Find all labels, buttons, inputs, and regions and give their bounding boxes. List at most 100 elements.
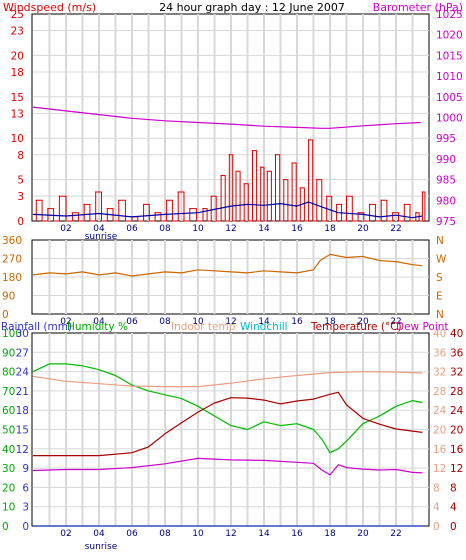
temperature-line: [33, 391, 423, 457]
humidity-tick-label: 50: [2, 425, 15, 437]
windspeed-point: [154, 212, 156, 214]
direction-tick-label: 0: [2, 309, 9, 321]
x-tick-label: 10: [192, 529, 204, 539]
windspeed-point: [166, 199, 168, 201]
x-tick-label: 20: [357, 224, 369, 234]
barometer-tick-label: 1025: [436, 9, 463, 21]
indoor-temp-tick-label: 12: [433, 463, 446, 475]
x-tick-label: 02: [60, 224, 71, 234]
x-tick-label: 02: [60, 529, 71, 539]
barometer-axis-title: Barometer (hPa): [373, 1, 463, 14]
windspeed-point: [421, 191, 423, 193]
x-tick-label: 14: [258, 529, 270, 539]
legend-humidity: Humidity %: [67, 321, 128, 333]
compass-tick-label: S: [436, 272, 443, 284]
windspeed-point: [235, 170, 237, 172]
windspeed-point: [415, 212, 417, 214]
x-tick-label: 22: [390, 317, 401, 327]
windspeed-point: [220, 174, 222, 177]
windspeed-point: [357, 212, 359, 214]
windspeed-point: [266, 170, 268, 172]
x-tick-label: 22: [390, 529, 401, 539]
dewpoint-line: [32, 457, 423, 476]
windspeed-point: [251, 150, 254, 152]
temperature-tick-label: 8: [450, 482, 457, 494]
humidity-tick-label: 0: [2, 521, 9, 533]
windspeed-point: [403, 203, 405, 206]
barometer-tick-label: 1010: [436, 71, 463, 83]
x-tick-label: 08: [159, 224, 171, 234]
direction-tick-label: 270: [2, 254, 22, 266]
legend-temperature: Temperature (°C): [310, 321, 402, 333]
temperature-tick-label: 0: [450, 521, 457, 533]
x-tick-label: 04: [93, 224, 105, 234]
windspeed-point: [210, 195, 212, 197]
temperature-tick-label: 20: [450, 425, 463, 437]
humidity-line: [32, 363, 423, 454]
temperature-tick-label: 4: [450, 502, 457, 514]
barometer-line: [32, 106, 421, 129]
windspeed-point: [260, 166, 262, 168]
windspeed-point: [202, 207, 204, 210]
indoor-temp-tick-label: 24: [433, 405, 447, 417]
indoor-temp-tick-label: 36: [433, 347, 447, 359]
windspeed-point: [72, 212, 74, 214]
rainfall-tick-label: 24: [16, 367, 30, 379]
x-tick-label: 06: [126, 529, 138, 539]
x-tick-label: 14: [258, 317, 270, 327]
rainfall-tick-label: 6: [22, 482, 29, 494]
humidity-tick-label: 30: [2, 463, 15, 475]
x-tick-label: 10: [192, 224, 204, 234]
x-tick-label: 18: [324, 317, 336, 327]
windspeed-tick-label: 23: [11, 26, 24, 38]
compass-tick-label: N: [436, 309, 444, 321]
rainfall-tick-label: 15: [16, 425, 29, 437]
windspeed-tick-label: 18: [11, 67, 24, 79]
barometer-tick-label: 975: [436, 216, 456, 228]
windspeed-point: [369, 203, 371, 206]
temperature-tick-label: 16: [450, 444, 464, 456]
windspeed-point: [380, 199, 382, 201]
x-tick-label: 04: [93, 317, 105, 327]
windspeed-point: [345, 195, 348, 197]
windspeed-tick-label: 20: [11, 50, 24, 62]
rainfall-tick-label: 12: [16, 444, 29, 456]
x-tick-label: 08: [159, 529, 171, 539]
windspeed-axis-title: Windspeed (m/s): [3, 1, 96, 14]
legend-dewpoint: Dew Point: [396, 321, 449, 333]
x-tick-label: 04: [93, 529, 105, 539]
x-tick-label: 22: [390, 224, 401, 234]
x-tick-label: 18: [324, 224, 336, 234]
windspeed-tick-label: 8: [17, 150, 24, 162]
x-tick-label: 16: [291, 317, 303, 327]
temperature-tick-label: 32: [450, 367, 463, 379]
x-tick-label: 10: [192, 317, 204, 327]
indoor-temp-tick-label: 4: [433, 502, 440, 514]
compass-tick-label: W: [436, 254, 447, 266]
humidity-tick-label: 60: [2, 405, 15, 417]
indoor-temp-line: [32, 371, 423, 388]
x-tick-label: 06: [126, 317, 138, 327]
windspeed-gust-line: [35, 139, 426, 222]
legend-indoor-temp: Indoor temp: [171, 321, 236, 333]
x-tick-label: 16: [291, 224, 303, 234]
indoor-temp-tick-label: 40: [433, 328, 446, 340]
windspeed-point: [177, 191, 179, 193]
sunrise-label-top: sunrise: [85, 232, 118, 242]
direction-tick-label: 360: [2, 235, 22, 247]
barometer-tick-label: 1000: [436, 113, 463, 125]
windspeed-tick-label: 5: [17, 175, 24, 187]
rainfall-tick-label: 0: [22, 521, 29, 533]
indoor-temp-tick-label: 8: [433, 482, 440, 494]
windspeed-point: [47, 207, 49, 210]
humidity-tick-label: 80: [2, 367, 15, 379]
windspeed-tick-label: 25: [11, 9, 24, 21]
x-tick-label: 08: [159, 317, 171, 327]
windspeed-point: [274, 154, 277, 156]
windspeed-point: [307, 139, 310, 141]
indoor-temp-tick-label: 0: [433, 521, 440, 533]
windspeed-tick-label: 10: [11, 133, 24, 145]
humidity-tick-label: 20: [2, 482, 15, 494]
windspeed-point: [228, 154, 230, 156]
